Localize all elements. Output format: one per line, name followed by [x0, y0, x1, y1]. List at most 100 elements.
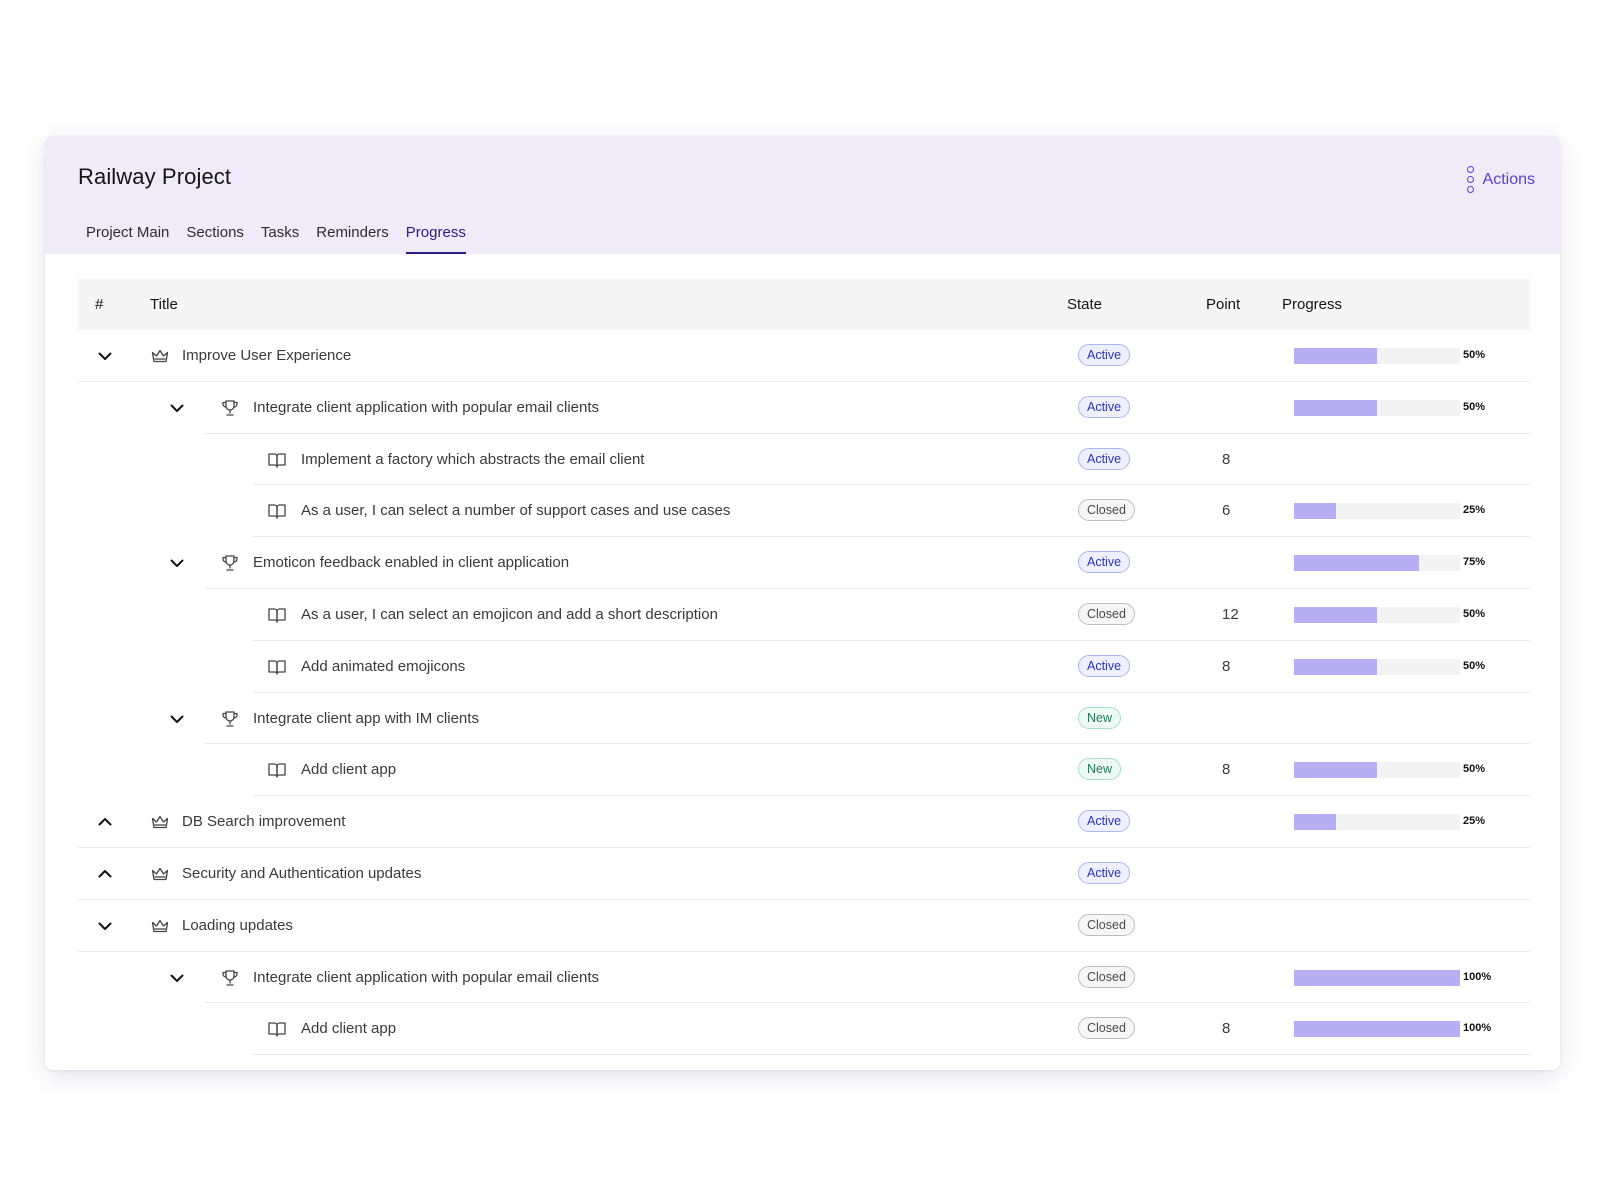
row-point: 8: [1222, 761, 1231, 779]
table-row[interactable]: Improve User Experience Active 50%: [78, 330, 1530, 382]
table-row[interactable]: As a user, I can select a number of supp…: [78, 485, 1530, 537]
column-header-number: #: [95, 296, 104, 313]
status-badge: Closed: [1078, 1017, 1135, 1040]
progress-percent: 100%: [1463, 1022, 1492, 1035]
column-header-progress: Progress: [1282, 296, 1343, 313]
table-row[interactable]: Integrate client application with popula…: [78, 952, 1530, 1004]
progress-fill: [1294, 503, 1336, 520]
chevron-down-icon[interactable]: [169, 711, 185, 727]
status-badge: Active: [1078, 344, 1131, 366]
progress-percent: 25%: [1463, 815, 1486, 828]
row-title[interactable]: Emoticon feedback enabled in client appl…: [253, 554, 570, 572]
actions-button[interactable]: Actions: [1466, 166, 1535, 193]
row-title[interactable]: Security and Authentication updates: [182, 864, 422, 882]
tab-sections[interactable]: Sections: [186, 224, 244, 241]
table-row[interactable]: DB Search improvement Active 25%: [78, 796, 1530, 848]
chevron-down-icon[interactable]: [169, 400, 185, 416]
row-title[interactable]: Integrate client application with popula…: [253, 968, 600, 986]
row-title[interactable]: Improve User Experience: [182, 347, 352, 364]
row-title[interactable]: As a user, I can select a number of supp…: [301, 502, 731, 520]
progress-percent: 50%: [1463, 659, 1486, 672]
row-title[interactable]: Loading updates: [182, 916, 293, 934]
progress-bar: [1294, 969, 1460, 986]
row-title[interactable]: Integrate client app with IM clients: [253, 709, 479, 727]
status-badge: New: [1078, 706, 1122, 729]
status-badge: New: [1078, 758, 1122, 781]
progress-bar: [1294, 762, 1460, 779]
progress-percent: 50%: [1463, 349, 1486, 361]
table-row[interactable]: Emoticon feedback enabled in client appl…: [78, 537, 1530, 589]
progress-fill: [1294, 606, 1377, 623]
row-title[interactable]: Add client app: [301, 761, 397, 779]
crown-icon: [150, 864, 170, 884]
chevron-up-icon[interactable]: [97, 814, 113, 830]
progress-fill: [1294, 658, 1377, 675]
status-badge: Closed: [1078, 913, 1135, 936]
row-title[interactable]: Implement a factory which abstracts the …: [301, 450, 645, 468]
chevron-down-icon[interactable]: [169, 555, 185, 571]
table-row[interactable]: Integrate client app with IM clients New: [78, 693, 1530, 745]
progress-fill: [1294, 399, 1377, 416]
table-body: Improve User Experience Active 50% Integrat…: [78, 330, 1530, 1055]
progress-fill: [1294, 814, 1336, 831]
row-point: 6: [1222, 502, 1231, 520]
chevron-down-icon[interactable]: [97, 348, 113, 364]
status-badge: Active: [1078, 395, 1131, 418]
progress-percent: 25%: [1463, 504, 1486, 517]
row-title[interactable]: Add client app: [301, 1020, 397, 1038]
table-row[interactable]: Add client app Closed 8 100%: [78, 1003, 1530, 1055]
tab-tasks[interactable]: Tasks: [260, 224, 300, 241]
book-icon: [267, 657, 287, 677]
progress-fill: [1294, 969, 1460, 986]
progress-bar: [1294, 658, 1460, 675]
table-header: # Title State Point Progress: [78, 279, 1530, 330]
status-badge: Active: [1078, 447, 1131, 470]
progress-percent: 100%: [1463, 970, 1492, 983]
table-row[interactable]: Implement a factory which abstracts the …: [78, 434, 1530, 486]
row-point: 8: [1222, 657, 1231, 675]
status-badge: Active: [1078, 810, 1131, 833]
progress-percent: 50%: [1463, 763, 1486, 776]
chevron-up-icon[interactable]: [97, 866, 113, 882]
column-header-point: Point: [1206, 296, 1241, 313]
table-row[interactable]: As a user, I can select an emojicon and …: [78, 589, 1530, 641]
status-badge: Closed: [1078, 499, 1135, 522]
tab-bar: Project Main Sections Tasks Reminders Progre…: [86, 224, 483, 254]
progress-percent: 50%: [1463, 400, 1486, 413]
row-title[interactable]: As a user, I can select an emojicon and …: [301, 605, 718, 623]
table-row[interactable]: Integrate client application with popula…: [78, 382, 1530, 434]
column-header-state: State: [1067, 296, 1103, 313]
tab-reminders[interactable]: Reminders: [316, 224, 389, 241]
chevron-down-icon[interactable]: [169, 970, 185, 986]
table-row[interactable]: Add animated emojicons Active 8 50%: [78, 641, 1530, 693]
tab-project-main[interactable]: Project Main: [86, 224, 170, 241]
status-badge: Closed: [1078, 965, 1135, 988]
trophy-icon: [220, 398, 240, 418]
tab-progress[interactable]: Progress: [405, 224, 475, 254]
progress-table: # Title State Point Progress Improve Use…: [78, 279, 1530, 1055]
crown-icon: [150, 812, 170, 832]
project-card: Railway Project Actions Project Main Sect…: [45, 136, 1560, 1070]
progress-fill: [1294, 762, 1377, 779]
progress-fill: [1294, 555, 1419, 572]
progress-bar: [1294, 503, 1460, 520]
trophy-icon: [220, 553, 240, 573]
row-title[interactable]: Add animated emojicons: [301, 657, 466, 675]
actions-label: Actions: [1482, 170, 1535, 188]
table-row[interactable]: Security and Authentication updates Activ…: [78, 848, 1530, 900]
more-vertical-icon: [1466, 166, 1474, 193]
progress-fill: [1294, 1021, 1460, 1038]
status-badge: Closed: [1078, 602, 1135, 625]
trophy-icon: [220, 709, 240, 729]
crown-icon: [150, 346, 170, 366]
row-title[interactable]: DB Search improvement: [182, 813, 346, 831]
trophy-icon: [220, 968, 240, 988]
book-icon: [267, 760, 287, 780]
progress-bar: [1294, 606, 1460, 623]
progress-bar: [1294, 1021, 1460, 1038]
table-row[interactable]: Add client app New 8 50%: [78, 744, 1530, 796]
progress-percent: 50%: [1463, 607, 1486, 620]
row-title[interactable]: Integrate client application with popula…: [253, 398, 600, 416]
chevron-down-icon[interactable]: [97, 918, 113, 934]
table-row[interactable]: Loading updates Closed: [78, 900, 1530, 952]
